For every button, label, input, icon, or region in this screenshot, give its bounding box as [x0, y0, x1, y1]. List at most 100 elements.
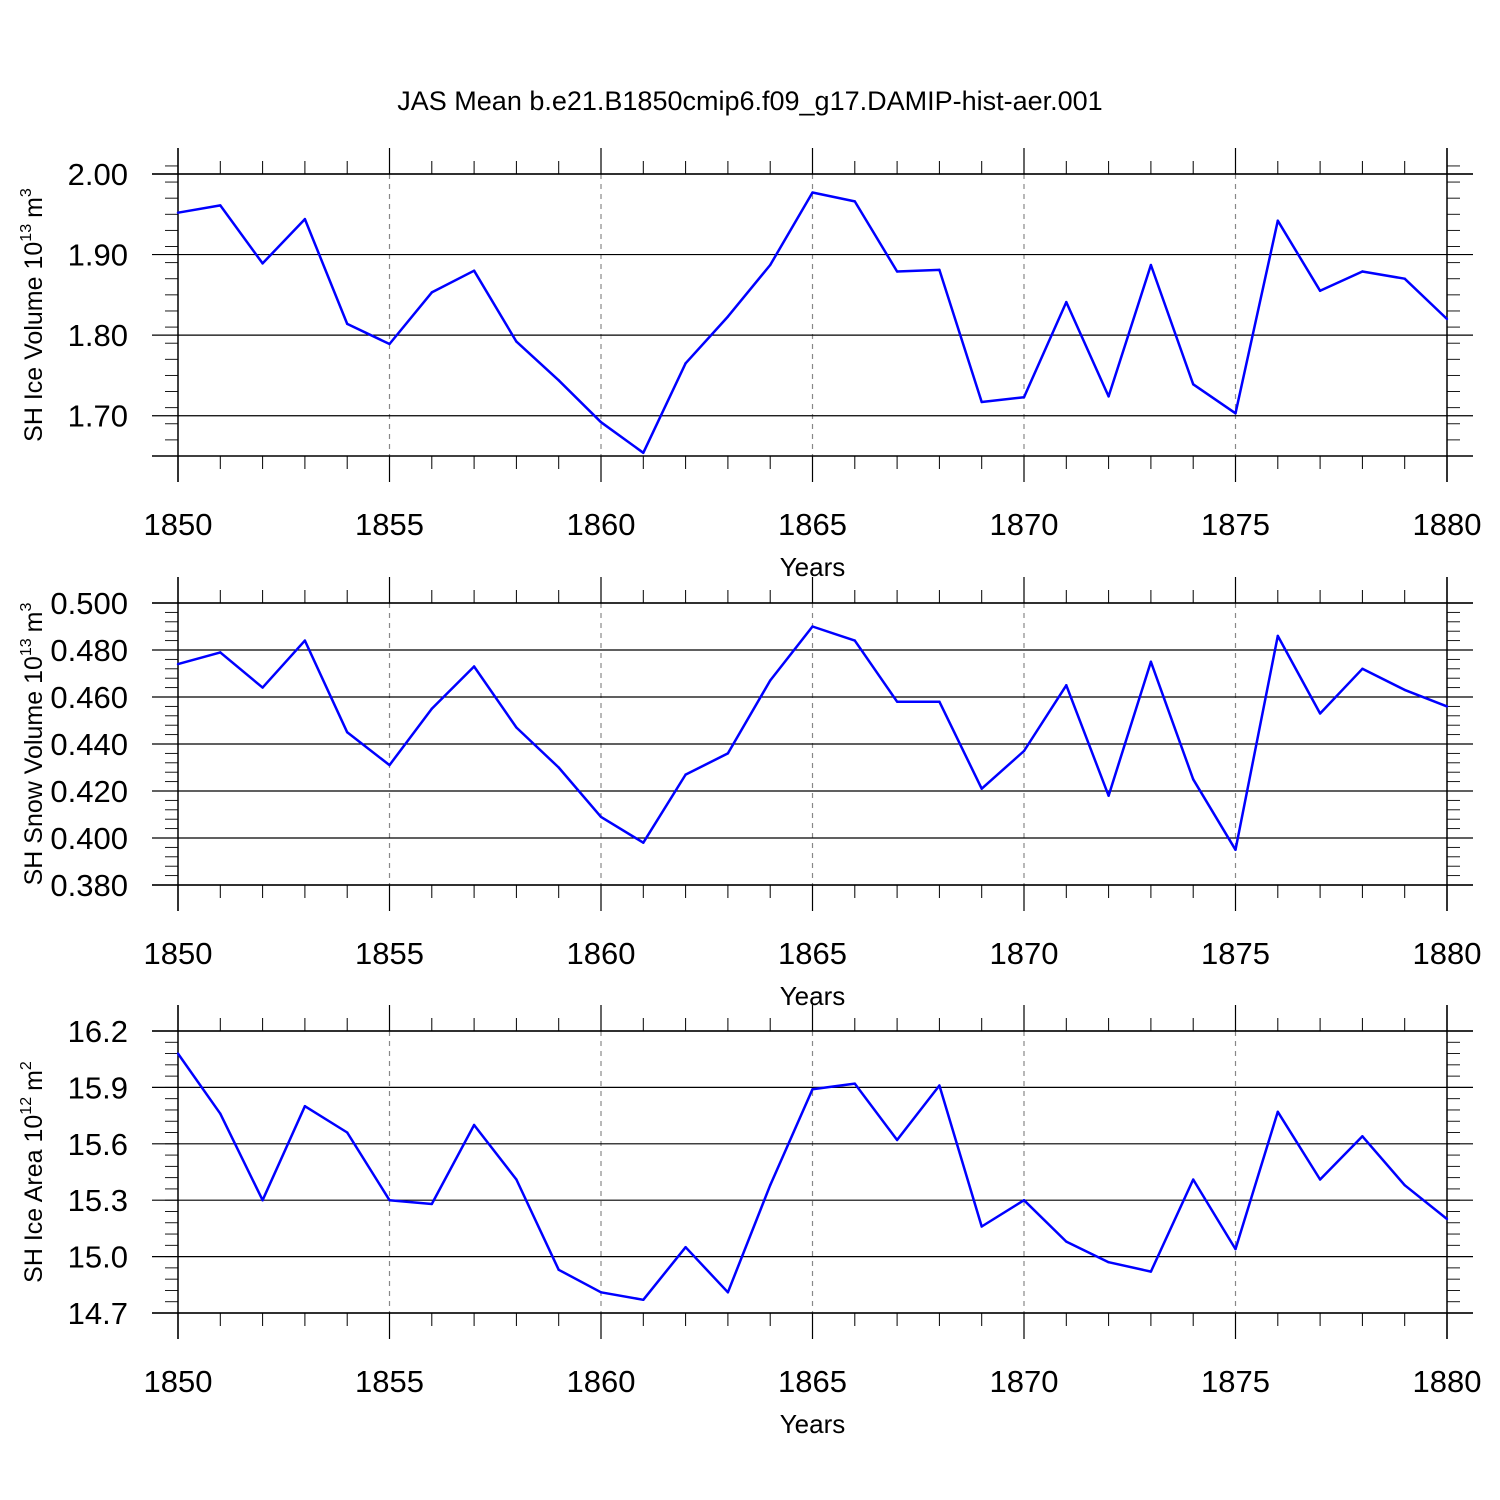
data-point	[811, 191, 814, 194]
data-point	[472, 269, 476, 272]
data-point	[769, 263, 772, 267]
data-point	[1276, 1110, 1280, 1114]
data-point	[1065, 1240, 1068, 1243]
x-tick-label: 1855	[355, 1364, 424, 1399]
data-point	[1276, 219, 1280, 222]
ice-volume-panel: 1.70 1.80 1.90 2.00 1850 1855 1860 1865 1870 1875…	[18, 148, 1481, 582]
data-point	[346, 322, 349, 326]
data-point	[684, 1246, 687, 1249]
data-point	[1318, 712, 1322, 715]
data-point	[1192, 383, 1195, 386]
y-axis-label-unit-exponent: 3	[18, 602, 35, 611]
data-point	[1445, 705, 1449, 708]
data-point	[472, 1123, 476, 1127]
x-tick-label: 1860	[567, 507, 636, 542]
data-point	[1403, 688, 1406, 692]
y-tick-label: 16.2	[68, 1014, 128, 1049]
data-point	[599, 420, 603, 424]
data-point	[853, 200, 856, 203]
y-tick-label: 1.90	[68, 238, 128, 273]
x-tick-label: 1875	[1201, 936, 1270, 971]
data-point	[642, 1298, 645, 1302]
data-point	[769, 1183, 772, 1187]
data-point	[1149, 263, 1153, 267]
data-point	[303, 1105, 307, 1108]
y-tick-label: 15.0	[68, 1240, 128, 1275]
data-point	[1107, 794, 1110, 797]
data-point	[1234, 412, 1237, 415]
data-point	[1361, 270, 1364, 273]
y-tick-label: 1.70	[68, 399, 128, 434]
x-tick-label: 1850	[144, 507, 213, 542]
x-tick-label: 1880	[1413, 1364, 1482, 1399]
ice-area-panel: 14.7 15.0 15.3 15.6 15.9 16.2 1850 1855 1860 1865…	[18, 1005, 1481, 1439]
data-point	[599, 1291, 603, 1294]
data-point	[895, 270, 899, 273]
data-point	[1234, 848, 1237, 851]
data-point	[557, 379, 560, 382]
data-point	[1361, 1135, 1364, 1138]
x-tick-label: 1870	[990, 1364, 1059, 1399]
series-line	[177, 191, 1448, 455]
y-axis-label: SH Ice Volume 1013 m3	[18, 188, 48, 442]
data-point	[938, 700, 941, 703]
data-point	[176, 662, 180, 666]
data-point	[1022, 395, 1026, 399]
data-point	[261, 686, 264, 689]
x-axis-label: Years	[780, 1409, 846, 1439]
y-axis-label: SH Snow Volume 1013 m3	[18, 602, 48, 885]
data-point	[853, 1082, 856, 1085]
data-point	[684, 773, 687, 776]
data-point	[515, 340, 518, 343]
data-point	[261, 262, 264, 265]
x-tick-label: 1850	[144, 936, 213, 971]
data-point	[430, 291, 433, 294]
data-point	[303, 639, 307, 642]
data-point	[515, 1178, 518, 1181]
data-point	[1361, 667, 1364, 670]
data-point	[1318, 289, 1322, 293]
x-tick-label: 1880	[1413, 936, 1482, 971]
data-point	[1445, 1217, 1449, 1221]
y-tick-label: 15.6	[68, 1127, 128, 1162]
data-point	[642, 451, 645, 454]
data-point	[938, 1084, 941, 1087]
data-point	[1022, 749, 1026, 753]
y-axis-label-main: SH Ice Volume 10	[20, 242, 48, 442]
y-tick-label: 2.00	[68, 157, 128, 192]
y-tick-label: 0.480	[50, 633, 128, 668]
y-axis-label-unit: m	[20, 611, 48, 632]
y-tick-label: 14.7	[68, 1296, 128, 1331]
data-point	[303, 217, 307, 221]
data-point	[346, 1131, 349, 1134]
data-point	[769, 679, 772, 682]
data-point	[515, 726, 518, 729]
data-point	[811, 625, 814, 628]
y-axis-label-exponent: 13	[18, 638, 35, 656]
data-point	[557, 1268, 560, 1271]
y-axis-label-unit: m	[20, 1070, 48, 1091]
data-point	[1107, 1261, 1110, 1264]
data-point	[346, 731, 349, 734]
data-point	[811, 1088, 814, 1091]
data-point	[176, 211, 180, 214]
data-point	[642, 841, 645, 844]
x-tick-label: 1865	[778, 1364, 847, 1399]
data-point	[1403, 1183, 1406, 1187]
y-axis-label: SH Ice Area 1012 m2	[18, 1061, 48, 1283]
y-axis-label-main: SH Ice Area 10	[20, 1115, 48, 1283]
x-tick-label: 1870	[990, 507, 1059, 542]
data-point	[472, 665, 476, 668]
data-point	[853, 639, 856, 642]
data-point	[176, 1052, 180, 1055]
y-tick-label: 0.460	[50, 680, 128, 715]
data-point	[1192, 1178, 1195, 1181]
y-tick-label: 15.9	[68, 1070, 128, 1105]
data-point	[599, 815, 603, 819]
data-point	[388, 763, 391, 767]
data-point	[1318, 1178, 1322, 1181]
x-tick-label: 1880	[1413, 507, 1482, 542]
y-tick-label: 0.400	[50, 821, 128, 856]
x-tick-label: 1855	[355, 936, 424, 971]
data-point	[1192, 778, 1195, 781]
